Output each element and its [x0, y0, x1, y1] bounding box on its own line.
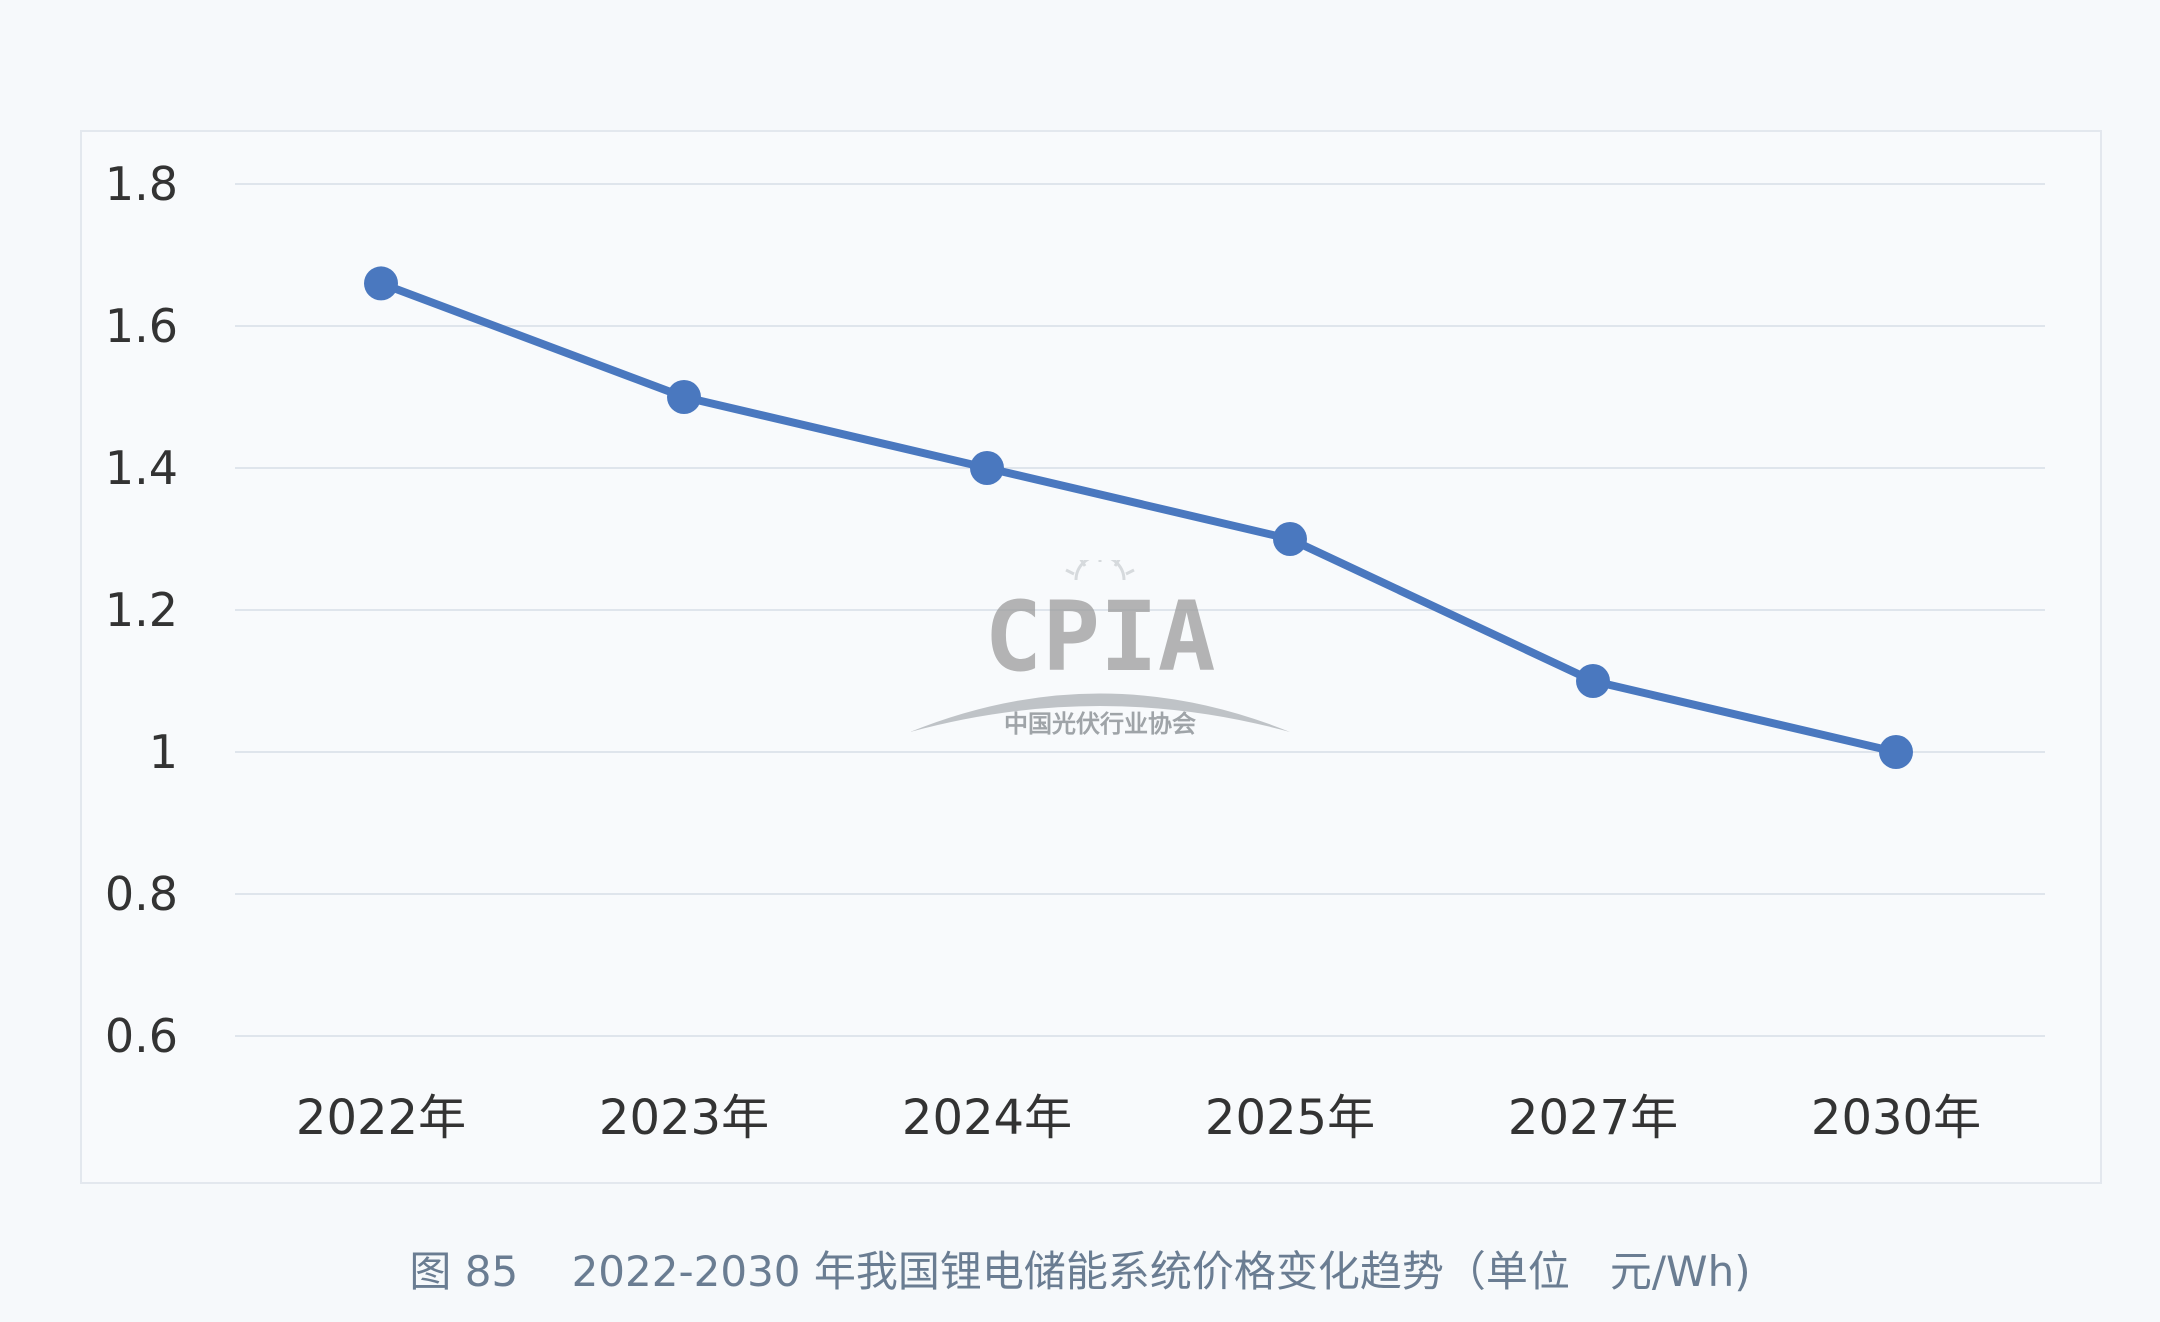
- chart-frame: [80, 130, 2102, 1184]
- x-tick-label: 2027年: [1508, 1090, 1678, 1146]
- y-axis-ticks: 0.6 0.8 1 1.2 1.4 1.6 1.8: [105, 157, 178, 1063]
- y-tick-label: 1.6: [105, 299, 178, 353]
- data-point: [1576, 664, 1610, 698]
- data-point: [1273, 522, 1307, 556]
- watermark-brand: CPIA: [984, 581, 1215, 693]
- watermark-org-name: 中国光伏行业协会: [1004, 710, 1196, 738]
- x-tick-label: 2024年: [902, 1090, 1072, 1146]
- series-layer: [364, 266, 1913, 769]
- y-tick-label: 1: [149, 725, 178, 779]
- cpia-watermark: CPIA 中国光伏行业协会: [910, 560, 1290, 738]
- figure-caption: 图 85 2022-2030 年我国锂电储能系统价格变化趋势（单位 元/Wh): [0, 1238, 2160, 1299]
- y-tick-label: 1.2: [105, 583, 178, 637]
- y-tick-label: 0.6: [105, 1009, 178, 1063]
- figure-caption-text: 2022-2030 年我国锂电储能系统价格变化趋势（单位 元/Wh): [571, 1247, 1751, 1296]
- series-line: [377, 279, 1900, 756]
- watermark-swoosh: [910, 693, 1290, 732]
- data-point: [970, 451, 1004, 485]
- data-point: [1879, 735, 1913, 769]
- grid-lines: [235, 183, 2045, 1037]
- sun-icon: [1065, 560, 1135, 581]
- y-tick-label: 0.8: [105, 867, 178, 921]
- x-tick-label: 2023年: [599, 1090, 769, 1146]
- data-point: [364, 266, 398, 301]
- x-tick-label: 2030年: [1811, 1090, 1981, 1146]
- y-tick-label: 1.8: [105, 157, 178, 211]
- x-tick-label: 2025年: [1205, 1090, 1375, 1146]
- data-point: [667, 380, 701, 414]
- x-tick-label: 2022年: [296, 1090, 466, 1146]
- y-tick-label: 1.4: [105, 441, 178, 495]
- x-axis-ticks: 2022年 2023年 2024年 2025年 2027年 2030年: [296, 1090, 1981, 1146]
- figure-number: 图 85: [409, 1247, 519, 1296]
